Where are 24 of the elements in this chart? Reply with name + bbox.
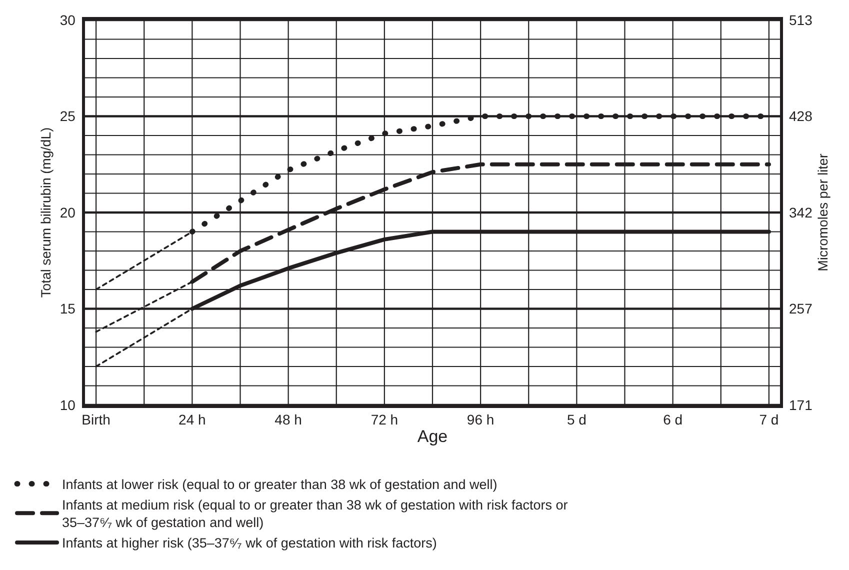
x-axis-title: Age: [417, 426, 448, 446]
y-tick-label: 20: [60, 204, 76, 220]
y-tick-label: 10: [60, 396, 76, 413]
y-tick-label: 15: [60, 300, 76, 317]
x-tick-label: 96 h: [466, 412, 494, 428]
x-tick-label: 24 h: [178, 412, 206, 428]
x-tick-label: Birth: [82, 412, 110, 428]
y2-tick-label: 171: [789, 396, 813, 413]
y-tick-label: 25: [60, 108, 76, 124]
y2-tick-label: 428: [789, 108, 813, 124]
y2-tick-label: 513: [789, 12, 813, 28]
y2-tick-label: 257: [789, 300, 813, 317]
legend-label: Infants at medium risk (equal to or greater than 38 wk of gestation with risk factors or 35–37⁶⁄₇ wk of gestation and well): [62, 498, 568, 530]
x-tick-label: 72 h: [370, 412, 398, 428]
x-tick-label: 48 h: [274, 412, 302, 428]
y-axis-title: Total serum bilirubin (mg/dL): [38, 127, 54, 298]
x-tick-label: 7 d: [759, 412, 779, 428]
x-tick-label: 6 d: [663, 412, 683, 428]
x-tick-label: 5 d: [566, 412, 586, 428]
legend-label: Infants at higher risk (35–37⁶⁄₇ wk of gestation with risk factors): [62, 536, 437, 551]
y2-axis-title: Micromoles per liter: [816, 153, 831, 272]
y-tick-label: 30: [60, 12, 76, 28]
legend-label: Infants at lower risk (equal to or greater than 38 wk of gestation and well): [62, 477, 498, 492]
y2-tick-label: 342: [789, 204, 813, 220]
